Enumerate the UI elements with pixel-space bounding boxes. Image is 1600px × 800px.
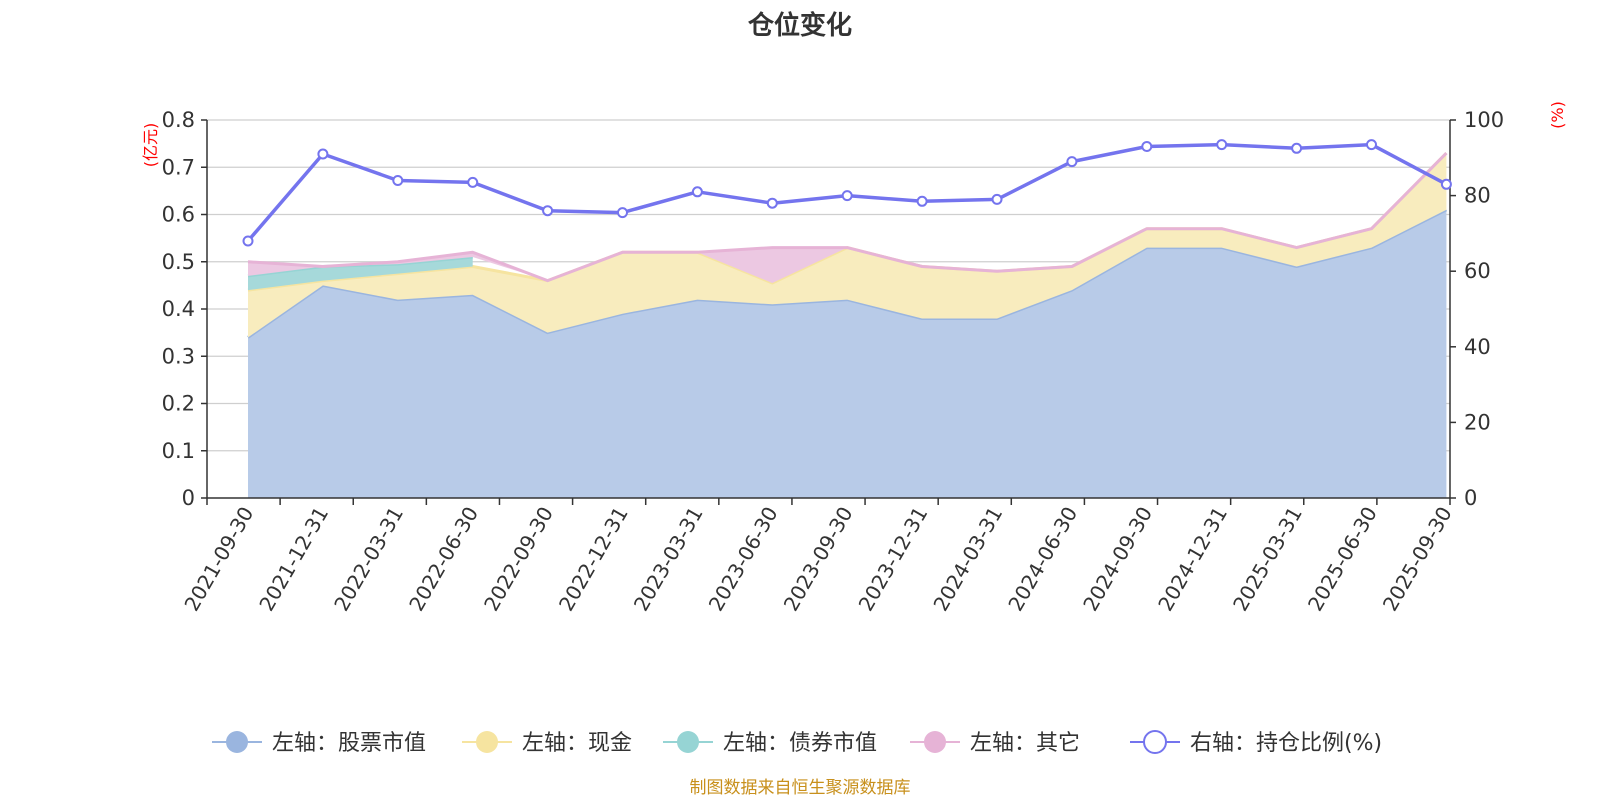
x-axis-tick-label: 2024-09-30	[1078, 503, 1157, 616]
x-axis-tick-label: 2022-09-30	[479, 503, 558, 616]
chart-title: 仓位变化	[747, 10, 852, 41]
x-axis-tick-label: 2024-03-31	[928, 503, 1007, 616]
x-axis-tick-label: 2022-06-30	[404, 503, 483, 616]
legend-label: 左轴：其它	[970, 731, 1080, 756]
left-axis-tick-label: 0.1	[162, 439, 195, 463]
right-axis-tick-label: 20	[1464, 410, 1491, 434]
left-axis-tick-label: 0.8	[162, 108, 195, 132]
ratio-point	[766, 197, 778, 209]
ratio-point	[841, 190, 853, 202]
x-axis-tick-label: 2025-09-30	[1378, 503, 1457, 616]
right-axis-tick-label: 60	[1464, 259, 1491, 283]
legend-marker	[476, 731, 498, 753]
x-axis-tick-label: 2022-03-31	[329, 503, 408, 616]
right-axis-tick-label: 100	[1464, 108, 1504, 132]
legend-item: 右轴：持仓比例(%)	[1130, 730, 1382, 756]
legend-label: 左轴：债券市值	[723, 731, 877, 756]
legend-marker	[1143, 730, 1167, 754]
legend-label: 左轴：股票市值	[272, 731, 426, 756]
right-axis-unit: (%)	[1548, 101, 1567, 129]
x-axis-tick-label: 2023-03-31	[629, 503, 708, 616]
left-axis-tick-label: 0.6	[162, 203, 195, 227]
x-axis-tick-label: 2021-12-31	[254, 503, 333, 616]
ratio-point	[1216, 139, 1228, 151]
legend-item: 左轴：其它	[910, 731, 1080, 756]
area-fill	[248, 153, 1447, 338]
right-axis-tick-label: 80	[1464, 184, 1491, 208]
ratio-point	[317, 148, 329, 160]
ratio-point	[1366, 139, 1377, 151]
legend-marker	[924, 731, 946, 753]
legend: 左轴：股票市值 左轴：现金 左轴：债券市值 左轴：其它 右轴：持仓比例(%)	[212, 730, 1382, 756]
legend-marker	[677, 731, 699, 753]
ratio-point	[1440, 178, 1452, 190]
x-axis-tick-label: 2022-12-31	[554, 503, 633, 616]
ratio-point	[467, 176, 479, 188]
x-axis-tick-label: 2023-09-30	[779, 503, 858, 616]
ratio-point	[916, 195, 928, 207]
left-axis-tick-label: 0.5	[162, 250, 195, 274]
x-axis-tick-label: 2024-06-30	[1003, 503, 1082, 616]
left-axis-unit: (亿元)	[141, 123, 160, 168]
x-axis-tick-label: 2023-12-31	[854, 503, 933, 616]
x-axis-tick-label: 2024-12-31	[1153, 503, 1232, 616]
legend-item: 左轴：现金	[462, 731, 632, 756]
ratio-point	[1141, 141, 1153, 152]
ratio-point	[1291, 142, 1303, 154]
ratio-line-series	[242, 139, 1452, 247]
legend-item: 左轴：债券市值	[663, 731, 877, 756]
ratio-point	[617, 207, 628, 219]
ratio-point	[691, 186, 703, 198]
area-fill	[248, 257, 473, 291]
ratio-point	[392, 175, 404, 186]
right-axis-tick-label: 0	[1464, 486, 1477, 510]
ratio-point	[991, 193, 1003, 205]
left-axis-tick-label: 0.3	[162, 344, 195, 368]
x-axis-tick-label: 2023-06-30	[704, 503, 783, 616]
area-fill	[248, 209, 1447, 499]
left-axis-tick-label: 0.4	[162, 297, 195, 321]
x-axis-tick-label: 2025-03-31	[1228, 503, 1307, 616]
area-top-line	[247, 152, 1448, 283]
legend-label: 右轴：持仓比例(%)	[1190, 731, 1382, 756]
x-axis-tick-label: 2021-09-30	[179, 503, 258, 616]
ratio-point	[542, 205, 554, 217]
legend-label: 左轴：现金	[522, 731, 632, 756]
left-axis-tick-label: 0.2	[162, 392, 195, 416]
source-note: 制图数据来自恒生聚源数据库	[690, 778, 911, 798]
left-axis-tick-label: 0.7	[162, 155, 195, 179]
ratio-point	[1066, 156, 1078, 168]
left-axis-tick-label: 0	[182, 486, 195, 510]
legend-item: 左轴：股票市值	[212, 731, 426, 756]
ratio-point	[242, 235, 254, 247]
x-axis-tick-label: 2025-06-30	[1303, 503, 1382, 616]
right-axis-tick-label: 40	[1464, 335, 1491, 359]
legend-marker	[226, 731, 248, 753]
area-series	[247, 152, 1448, 499]
